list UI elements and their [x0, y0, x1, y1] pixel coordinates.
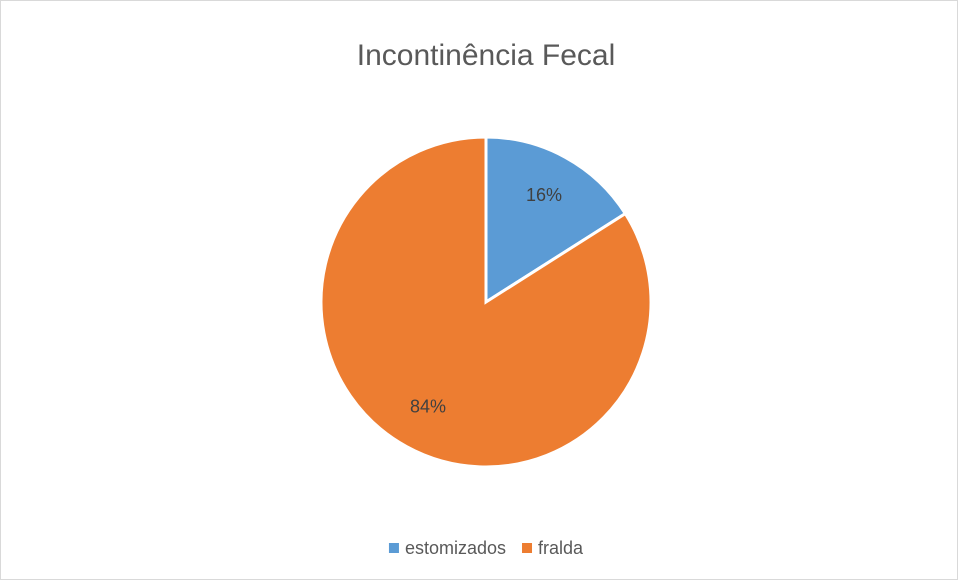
legend-swatch [388, 543, 399, 553]
chart-title: Incontinência Fecal [357, 39, 616, 72]
legend-swatch [522, 543, 533, 553]
legend-label: estomizados [405, 538, 506, 558]
legend-label: fralda [538, 538, 584, 558]
value-label: 16% [526, 185, 562, 205]
value-label: 84% [410, 396, 446, 416]
pie-slice [319, 135, 653, 469]
pie-slice [484, 135, 628, 305]
